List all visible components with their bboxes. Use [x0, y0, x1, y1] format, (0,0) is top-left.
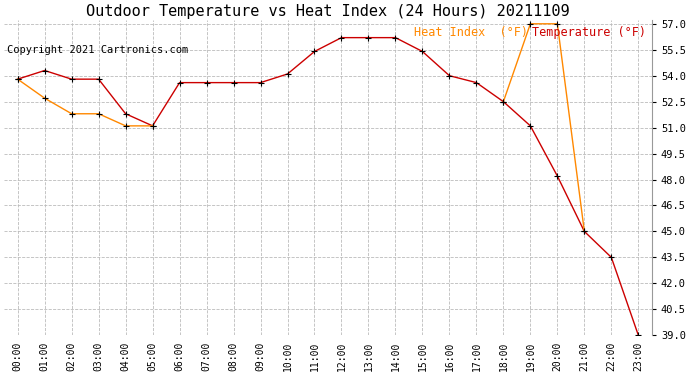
- Text: Copyright 2021 Cartronics.com: Copyright 2021 Cartronics.com: [7, 45, 188, 55]
- Legend: Heat Index  (°F), Temperature (°F): Heat Index (°F), Temperature (°F): [415, 26, 646, 39]
- Title: Outdoor Temperature vs Heat Index (24 Hours) 20211109: Outdoor Temperature vs Heat Index (24 Ho…: [86, 4, 570, 19]
